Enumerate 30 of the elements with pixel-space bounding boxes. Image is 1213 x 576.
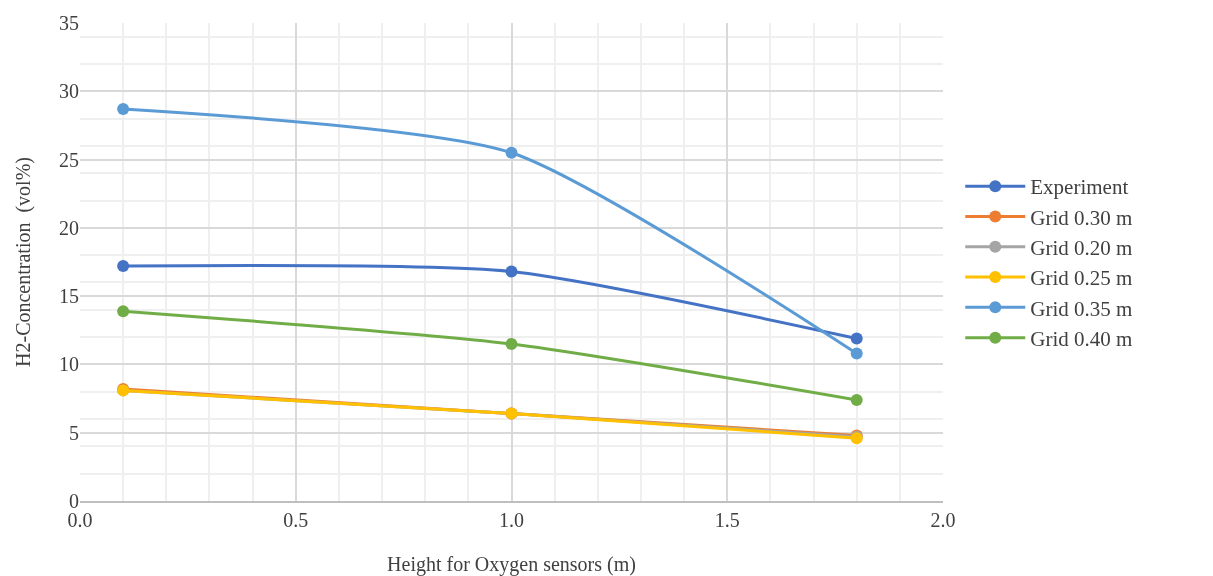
point	[505, 337, 518, 350]
x-tick-label: 2.0	[930, 509, 956, 531]
y-tick-label: 35	[59, 12, 79, 34]
y-tick-label: 25	[59, 148, 79, 171]
point	[850, 393, 863, 406]
y-tick-label: 20	[59, 216, 79, 239]
x-tick-label: 1.5	[714, 509, 740, 531]
x-tick-label: 0.0	[67, 509, 93, 531]
y-tick-label: 15	[59, 285, 79, 308]
legend-label: Grid 0.35 m	[1030, 296, 1133, 321]
legend-label: Grid 0.20 m	[1030, 235, 1133, 260]
legend-label: Grid 0.40 m	[1030, 326, 1133, 351]
x-tick-label: 0.5	[283, 509, 309, 531]
y-tick-label: 30	[59, 80, 79, 103]
x-axis-title: Height for Oxygen sensors (m)	[387, 553, 636, 576]
legend-label: Grid 0.30 m	[1030, 205, 1133, 230]
point	[117, 305, 130, 318]
y-axis-title: H2-Concentration (vol%)	[12, 157, 35, 367]
x-tick-label: 1.0	[499, 509, 524, 531]
y-tick-label: 0	[69, 490, 79, 512]
point	[117, 103, 130, 116]
y-tick-label: 10	[59, 353, 79, 376]
legend-label: Grid 0.25 m	[1030, 266, 1133, 291]
point	[850, 347, 863, 360]
point	[505, 265, 518, 278]
point	[117, 260, 130, 273]
legend-label: Experiment	[1030, 175, 1129, 200]
point	[505, 146, 518, 159]
point	[850, 332, 863, 345]
y-tick-label: 5	[69, 421, 79, 444]
